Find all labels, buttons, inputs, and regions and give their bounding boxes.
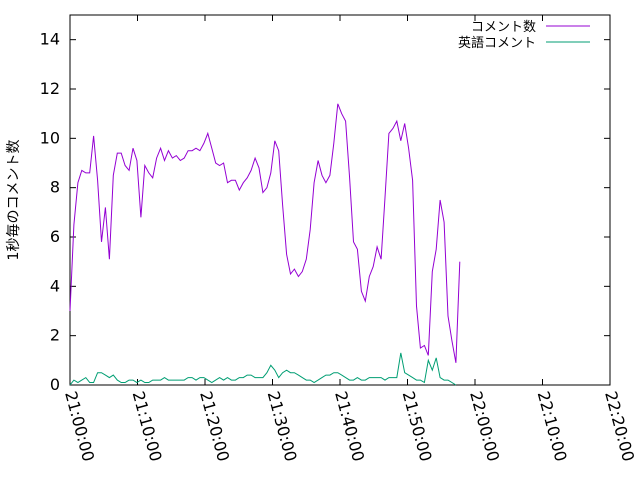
y-tick-label: 8 [50,178,60,197]
series-layer [69,103,461,386]
y-tick-label: 14 [40,30,60,49]
legend-label-1: コメント数 [471,20,536,35]
legend-label-2: 英語コメント [458,35,536,51]
y-tick-label: 4 [50,276,60,295]
y-tick-label: 10 [40,128,60,147]
series-line-2 [69,352,457,386]
series-line-1 [69,103,461,363]
y-axis-label: 1秒毎のコメント数 [6,140,22,261]
y-tick-label: 6 [50,227,60,246]
y-tick-label: 12 [40,79,60,98]
y-tick-label: 2 [50,326,60,345]
y-tick-label: 0 [50,375,60,394]
y-axis: 0 2 4 6 8 10 12 14 [40,30,610,394]
